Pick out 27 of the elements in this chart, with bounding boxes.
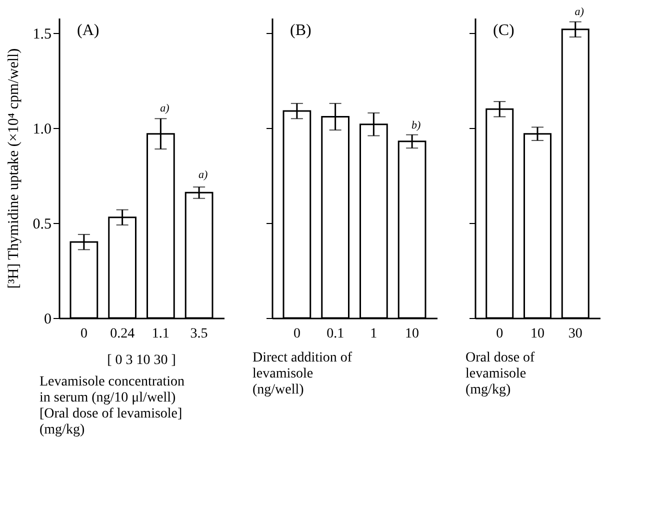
annotation: a): [574, 6, 584, 18]
y-axis-title: [³H] Thymidine uptake (×10⁴ cpm/well): [6, 48, 22, 289]
x-axis-title: Direct addition of levamisole (ng/well): [252, 350, 352, 398]
x-tick-label: 10: [405, 326, 420, 342]
x-tick-label: 3.5: [190, 326, 208, 342]
x-tick-label: 10: [530, 326, 544, 342]
x-tick-label: 30: [568, 326, 582, 342]
x-tick-label: 1: [370, 326, 378, 342]
x-tick-label: 0: [293, 326, 300, 342]
chart-title: (C): [493, 22, 514, 39]
x-tick-label: 0: [80, 326, 88, 342]
x-tick-label: 0: [496, 326, 504, 342]
x-tick-label: 0.24: [110, 326, 135, 342]
chart-title: (B): [290, 22, 312, 39]
annotation: a): [160, 102, 170, 115]
x-axis-title: Levamisole concentration in serum (ng/10 μl/well) [Oral dose of levamisole] (mg/kg): [40, 374, 184, 438]
x-axis-title: Oral dose of levamisole (mg/kg): [466, 350, 536, 398]
chart-title: (A): [77, 22, 100, 39]
x-tick-label: 1.1: [152, 326, 170, 342]
annotation: b): [411, 120, 421, 132]
y-tick-label: 0.5: [32, 216, 52, 233]
y-tick-label: 0: [44, 312, 52, 328]
y-tick-label: 1.5: [32, 26, 52, 43]
x-tick-label: 0.1: [326, 326, 344, 342]
text: [ 0 3 10 30 ]: [107, 353, 176, 368]
annotation: a): [198, 169, 208, 182]
y-tick-label: 1.0: [32, 122, 52, 138]
